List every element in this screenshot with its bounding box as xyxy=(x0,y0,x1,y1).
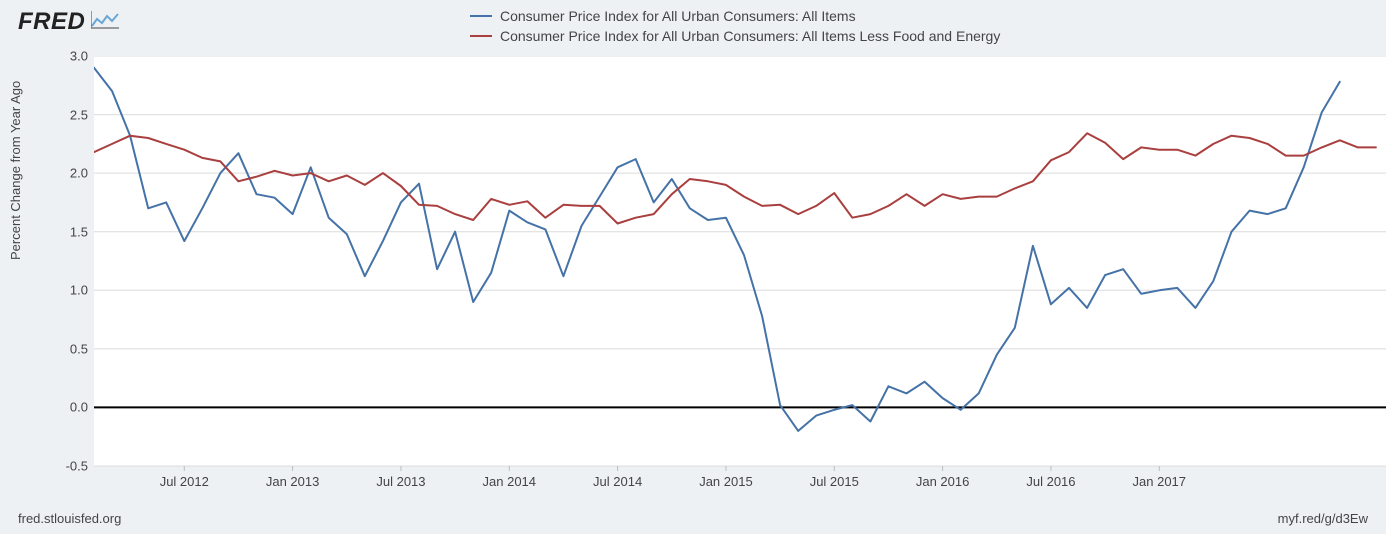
x-tick: Jan 2016 xyxy=(916,474,970,489)
y-tick-labels: -0.50.00.51.01.52.02.53.0 xyxy=(36,56,88,466)
y-tick: 0.0 xyxy=(70,400,88,415)
fred-logo: FRED xyxy=(18,8,119,36)
line-chart xyxy=(94,56,1386,496)
y-tick: 0.5 xyxy=(70,341,88,356)
legend: Consumer Price Index for All Urban Consu… xyxy=(470,6,1000,46)
logo-chart-icon xyxy=(91,11,119,34)
x-tick: Jul 2014 xyxy=(593,474,642,489)
y-tick: 1.5 xyxy=(70,224,88,239)
legend-label-1: Consumer Price Index for All Urban Consu… xyxy=(500,8,856,24)
x-tick: Jan 2017 xyxy=(1133,474,1187,489)
x-tick: Jul 2013 xyxy=(376,474,425,489)
y-tick: 2.0 xyxy=(70,166,88,181)
y-axis-label: Percent Change from Year Ago xyxy=(8,81,23,260)
y-tick: 2.5 xyxy=(70,107,88,122)
legend-swatch-1 xyxy=(470,15,492,18)
x-tick: Jan 2015 xyxy=(699,474,753,489)
x-tick: Jul 2016 xyxy=(1026,474,1075,489)
x-tick-labels: Jul 2012 Jan 2013 Jul 2013 Jan 2014 Jul 2014… xyxy=(94,474,1386,494)
legend-swatch-2 xyxy=(470,35,492,38)
y-tick: 1.0 xyxy=(70,283,88,298)
y-tick: 3.0 xyxy=(70,49,88,64)
x-tick: Jan 2014 xyxy=(483,474,537,489)
x-tick: Jul 2012 xyxy=(160,474,209,489)
footer-link: myf.red/g/d3Ew xyxy=(1278,511,1368,526)
logo-text: FRED xyxy=(18,8,85,36)
y-tick: -0.5 xyxy=(66,459,88,474)
x-tick: Jul 2015 xyxy=(810,474,859,489)
legend-label-2: Consumer Price Index for All Urban Consu… xyxy=(500,28,1000,44)
x-tick: Jan 2013 xyxy=(266,474,320,489)
legend-item-2: Consumer Price Index for All Urban Consu… xyxy=(470,26,1000,46)
legend-item-1: Consumer Price Index for All Urban Consu… xyxy=(470,6,1000,26)
footer-source: fred.stlouisfed.org xyxy=(18,511,121,526)
